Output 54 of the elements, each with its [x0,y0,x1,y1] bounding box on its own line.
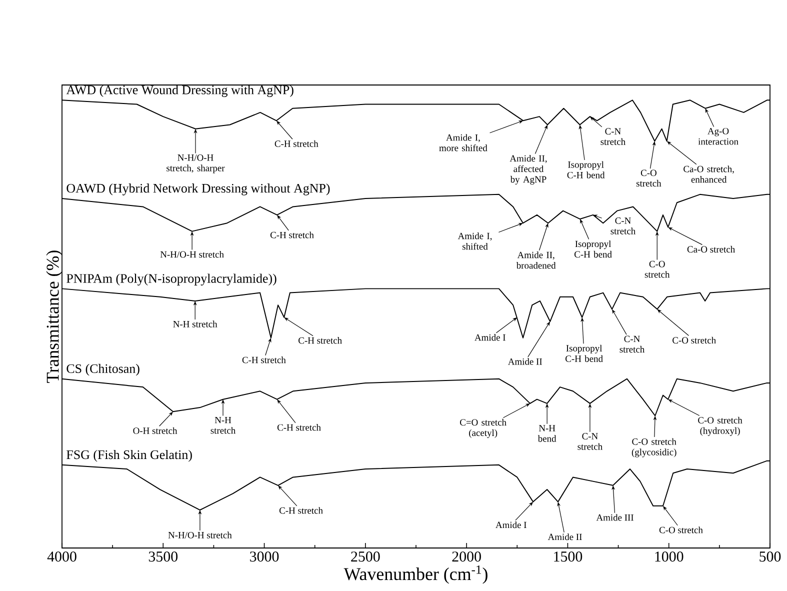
annotation: Amide II [548,533,582,540]
x-tick-label: 4000 [47,552,76,562]
annotation: C=O stretch (acetyl) [460,418,506,438]
x-tick-label: 1500 [554,552,582,562]
annotation: C-N stretch [600,128,626,145]
annotation: C-O stretch (glycosidic) [632,438,676,458]
annotation: C-H stretch [277,424,321,431]
x-tick-label: 3000 [250,552,279,562]
annotation: C-H stretch [242,356,286,364]
x-tick-label: 1000 [655,552,684,562]
annotation: C-O stretch [659,526,703,534]
annotation: N-H/O-H stretch [160,250,224,258]
annotation: N-H/O-H stretch, sharper [166,154,225,174]
annotation: N-H stretch [210,416,236,434]
annotation: C-H stretch [274,140,318,147]
series-label: CS (Chitosan) [66,364,140,376]
annotation: N-H/O-H stretch [168,532,232,538]
annotation: C-H stretch [270,232,314,238]
annotation: Isopropyl C-H bend [574,240,612,258]
annotation: Amide II, broadened [516,252,556,269]
annotation: Amide I [496,521,526,528]
x-tick-label: 500 [760,552,781,562]
annotation: C-N stretch [610,218,636,234]
annotation: N-H stretch [173,320,218,328]
series-label: AWD (Active Wound Dressing with AgNP) [66,85,294,97]
annotation: Amide I [474,334,506,341]
x-tick-label: 3500 [148,552,178,562]
series-label: FSG (Fish Skin Gelatin) [66,450,192,462]
annotation: N-H bend [538,425,556,442]
annotation: Ca-O stretch, enhanced [684,166,734,183]
y-axis-title: Transmittance (%) [46,250,62,383]
annotation: Amide II [508,358,542,365]
annotation: Amide II, affected by AgNP [510,154,547,185]
annotation: C-H stretch [279,507,323,514]
annotation: Isopropyl C-H bend [566,344,603,362]
annotation: Ca-O stretch [687,246,735,253]
series-label: PNIPAm (Poly(N-isopropylacrylamide)) [66,274,276,286]
x-tick-label: 2000 [452,552,481,562]
annotation: C-N stretch [578,433,602,450]
annotation: Amide I, shifted [458,232,492,250]
annotation: C-H stretch [298,337,342,344]
x-axis-title: Wavenumber (cm$^{-1}$) [344,565,488,584]
annotation: Isopropyl C-H bend [567,161,605,178]
annotation: C-O stretch [644,260,670,278]
annotation: C-O stretch (hydroxyl) [698,416,742,436]
annotation: C-O stretch [672,336,716,344]
series-label: OAWD (Hybrid Network Dressing without AgNP) [66,184,330,196]
x-tick-label: 2500 [351,552,380,562]
annotation: O-H stretch [133,427,178,434]
annotation: Amide I, more shifted [439,134,488,152]
annotation: Amide III [596,514,634,521]
annotation: C-N stretch [620,336,645,353]
annotation: C-O stretch [636,170,662,187]
annotation: Ag-O interaction [698,128,738,145]
